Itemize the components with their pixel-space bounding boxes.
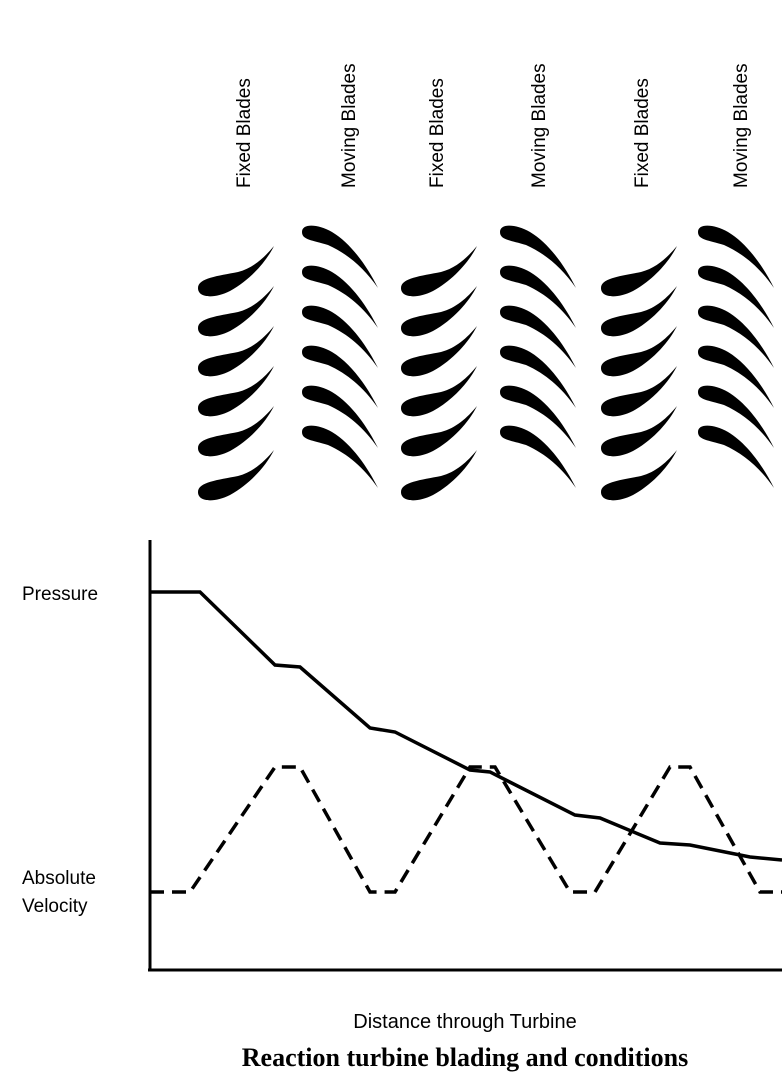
caption: Reaction turbine blading and conditions — [242, 1043, 688, 1072]
blade-rows — [198, 225, 774, 501]
blade-label: Moving Blades — [731, 63, 752, 188]
blade-label: Fixed Blades — [427, 78, 448, 188]
fixed-blade — [401, 246, 477, 297]
blade-label: Fixed Blades — [234, 78, 255, 188]
velocity-label: Absolute — [22, 868, 96, 889]
fixed-blade — [198, 450, 274, 501]
x-axis-label: Distance through Turbine — [353, 1011, 576, 1033]
velocity-curve — [150, 765, 782, 894]
moving-blade — [302, 425, 378, 488]
fixed-blade — [198, 246, 274, 297]
blade-label: Moving Blades — [529, 63, 550, 188]
blade-label: Moving Blades — [339, 63, 360, 188]
blade-label: Fixed Blades — [632, 78, 653, 188]
fixed-blade — [601, 246, 677, 297]
pressure-curve — [150, 590, 782, 862]
moving-blade — [500, 425, 576, 488]
fixed-blade — [601, 450, 677, 501]
fixed-blade — [401, 450, 477, 501]
velocity-label: Velocity — [22, 896, 88, 917]
pressure-label: Pressure — [22, 584, 98, 605]
moving-blade — [698, 425, 774, 488]
